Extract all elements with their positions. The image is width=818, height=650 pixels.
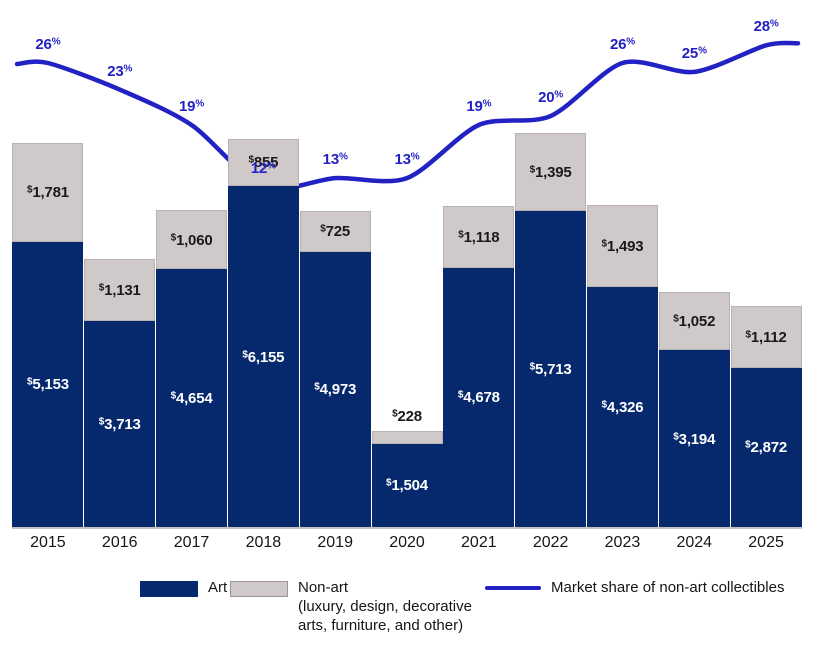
x-axis-tick-label: 2025 <box>748 534 784 551</box>
bar-value-label-nonart: $1,112 <box>745 329 787 347</box>
bar-group[interactable]: $4,654 $1,060 <box>156 210 228 527</box>
bar-value-label-art: $3,713 <box>98 416 141 434</box>
bar-segment-art[interactable]: $5,153 <box>12 241 84 527</box>
bar-value-label-art: $4,654 <box>170 390 213 408</box>
bar-segment-art[interactable]: $4,678 <box>443 267 515 527</box>
bar-segment-nonart[interactable]: $855 <box>227 138 299 186</box>
bar-segment-art[interactable]: $5,713 <box>515 210 587 527</box>
bar-segment-nonart[interactable]: $1,060 <box>156 210 228 270</box>
bar-segment-art[interactable]: $6,155 <box>227 186 299 527</box>
x-axis-tick-label: 2020 <box>389 534 425 551</box>
bar-group[interactable]: $3,713 $1,131 <box>84 258 156 527</box>
market-share-value-label: 12% <box>250 160 276 177</box>
bar-value-label-nonart: $1,060 <box>170 231 213 249</box>
bar-segment-art[interactable]: $1,504 <box>371 443 443 527</box>
bar-value-label-nonart: $1,493 <box>601 238 644 255</box>
bar-value-label-nonart: $1,052 <box>673 312 716 330</box>
legend-item-market-share[interactable]: Market share of non-art collectibles <box>485 578 784 597</box>
market-share-value-label: 23% <box>107 62 133 80</box>
x-axis-ticks: 2015 2016 2017 2018 2019 2020 2021 2022 2023 2024… <box>0 534 818 560</box>
market-share-value-label: 26% <box>609 36 635 53</box>
line-swatch-icon <box>485 581 541 595</box>
bar-value-label-art: $1,504 <box>386 477 428 495</box>
bar-segment-art[interactable]: $2,872 <box>730 367 802 527</box>
art-swatch-icon <box>140 581 198 597</box>
market-share-value-label: 13% <box>322 151 348 169</box>
x-axis-line <box>12 527 802 529</box>
bar-group[interactable]: $6,155 $855 <box>227 138 299 527</box>
bar-group[interactable]: $1,504 $228 <box>371 408 443 527</box>
bar-value-label-nonart: $855 <box>248 154 279 172</box>
bar-value-label-art: $3,194 <box>673 430 716 448</box>
x-axis-tick-label: 2023 <box>604 534 641 551</box>
bar-segment-art[interactable]: $4,973 <box>299 251 371 527</box>
bar-value-label-art: $6,155 <box>242 348 285 366</box>
x-axis-tick-label: 2021 <box>461 534 497 551</box>
market-share-value-label: 19% <box>179 98 205 115</box>
bar-segment-nonart[interactable]: $1,493 <box>586 204 658 288</box>
bar-segment-art[interactable]: $3,194 <box>658 350 730 527</box>
bar-value-label-art: $2,872 <box>745 439 788 457</box>
market-share-value-label: 19% <box>466 98 492 115</box>
bar-value-label-nonart: $228 <box>392 408 422 426</box>
bar-value-label-art: $5,153 <box>26 376 69 394</box>
bar-segment-nonart[interactable]: $1,781 <box>12 142 84 242</box>
bar-segment-nonart[interactable]: $1,131 <box>84 258 156 322</box>
nonart-swatch-icon <box>230 581 288 597</box>
x-axis-tick-label: 2024 <box>676 534 713 551</box>
bar-value-label-art: $4,326 <box>601 399 644 417</box>
bar-segment-nonart[interactable]: $1,112 <box>730 306 802 368</box>
legend-item-art[interactable]: Art <box>140 578 227 597</box>
bar-value-label-nonart: $1,131 <box>98 281 141 299</box>
bar-group[interactable]: $5,153 $1,781 <box>12 142 84 527</box>
bar-value-label-art: $4,678 <box>457 389 500 407</box>
bar-value-label-nonart: $1,781 <box>26 184 69 202</box>
legend-label-art: Art <box>208 579 228 596</box>
legend-item-nonart[interactable]: Non-art (luxury, design, decorative arts… <box>230 578 472 635</box>
bar-segment-art[interactable]: $3,713 <box>84 321 156 527</box>
chart-legend: Art Non-art (luxury, design, decorative … <box>0 572 818 650</box>
bar-value-label-art: $4,973 <box>314 381 357 399</box>
market-share-line-path <box>14 40 801 192</box>
bar-value-label-nonart: $725 <box>320 223 351 241</box>
x-axis-tick-label: 2017 <box>173 534 210 551</box>
bar-group[interactable]: $4,678 $1,118 <box>443 205 515 527</box>
bar-segment-nonart[interactable]: $1,395 <box>515 133 587 211</box>
bar-segment-nonart[interactable]: $1,118 <box>443 205 515 268</box>
legend-label-nonart: Non-art (luxury, design, decorative arts… <box>298 579 472 634</box>
bar-group[interactable]: $4,326 $1,493 <box>586 204 658 527</box>
x-axis-tick-label: 2022 <box>532 534 569 551</box>
market-share-value-label: 26% <box>35 36 61 53</box>
market-share-line <box>14 40 801 192</box>
x-axis-tick-label: 2016 <box>101 534 138 551</box>
plot-area: $5,153 $1,781 $3,713 $1,131 $4,654 $1,060 $6,1… <box>12 18 802 527</box>
bar-value-label-nonart: $1,118 <box>458 228 500 246</box>
bar-group[interactable]: $2,872 $1,112 <box>730 306 802 527</box>
bar-group[interactable]: $4,973 $725 <box>299 211 371 527</box>
x-axis-tick-label: 2018 <box>245 534 282 551</box>
x-axis-tick-label: 2019 <box>317 534 353 551</box>
bar-segment-nonart[interactable]: $228 <box>371 408 443 444</box>
market-share-value-label: 13% <box>394 151 420 169</box>
legend-label-market-share: Market share of non-art collectibles <box>551 579 785 596</box>
bar-value-label-art: $5,713 <box>529 360 572 378</box>
market-share-value-label: 20% <box>538 89 564 107</box>
x-axis-tick-label: 2015 <box>30 534 66 551</box>
bar-value-label-nonart: $1,395 <box>529 163 572 181</box>
bar-segment-art[interactable]: $4,326 <box>586 287 658 527</box>
bar-segment-nonart[interactable]: $725 <box>299 211 371 252</box>
bar-group[interactable]: $5,713 $1,395 <box>515 133 587 527</box>
bar-group[interactable]: $3,194 $1,052 <box>658 291 730 527</box>
bar-segment-art[interactable]: $4,654 <box>156 269 228 527</box>
market-share-value-label: 28% <box>753 18 779 36</box>
market-share-value-label: 25% <box>681 44 707 62</box>
bar-segment-nonart[interactable]: $1,052 <box>658 291 730 351</box>
